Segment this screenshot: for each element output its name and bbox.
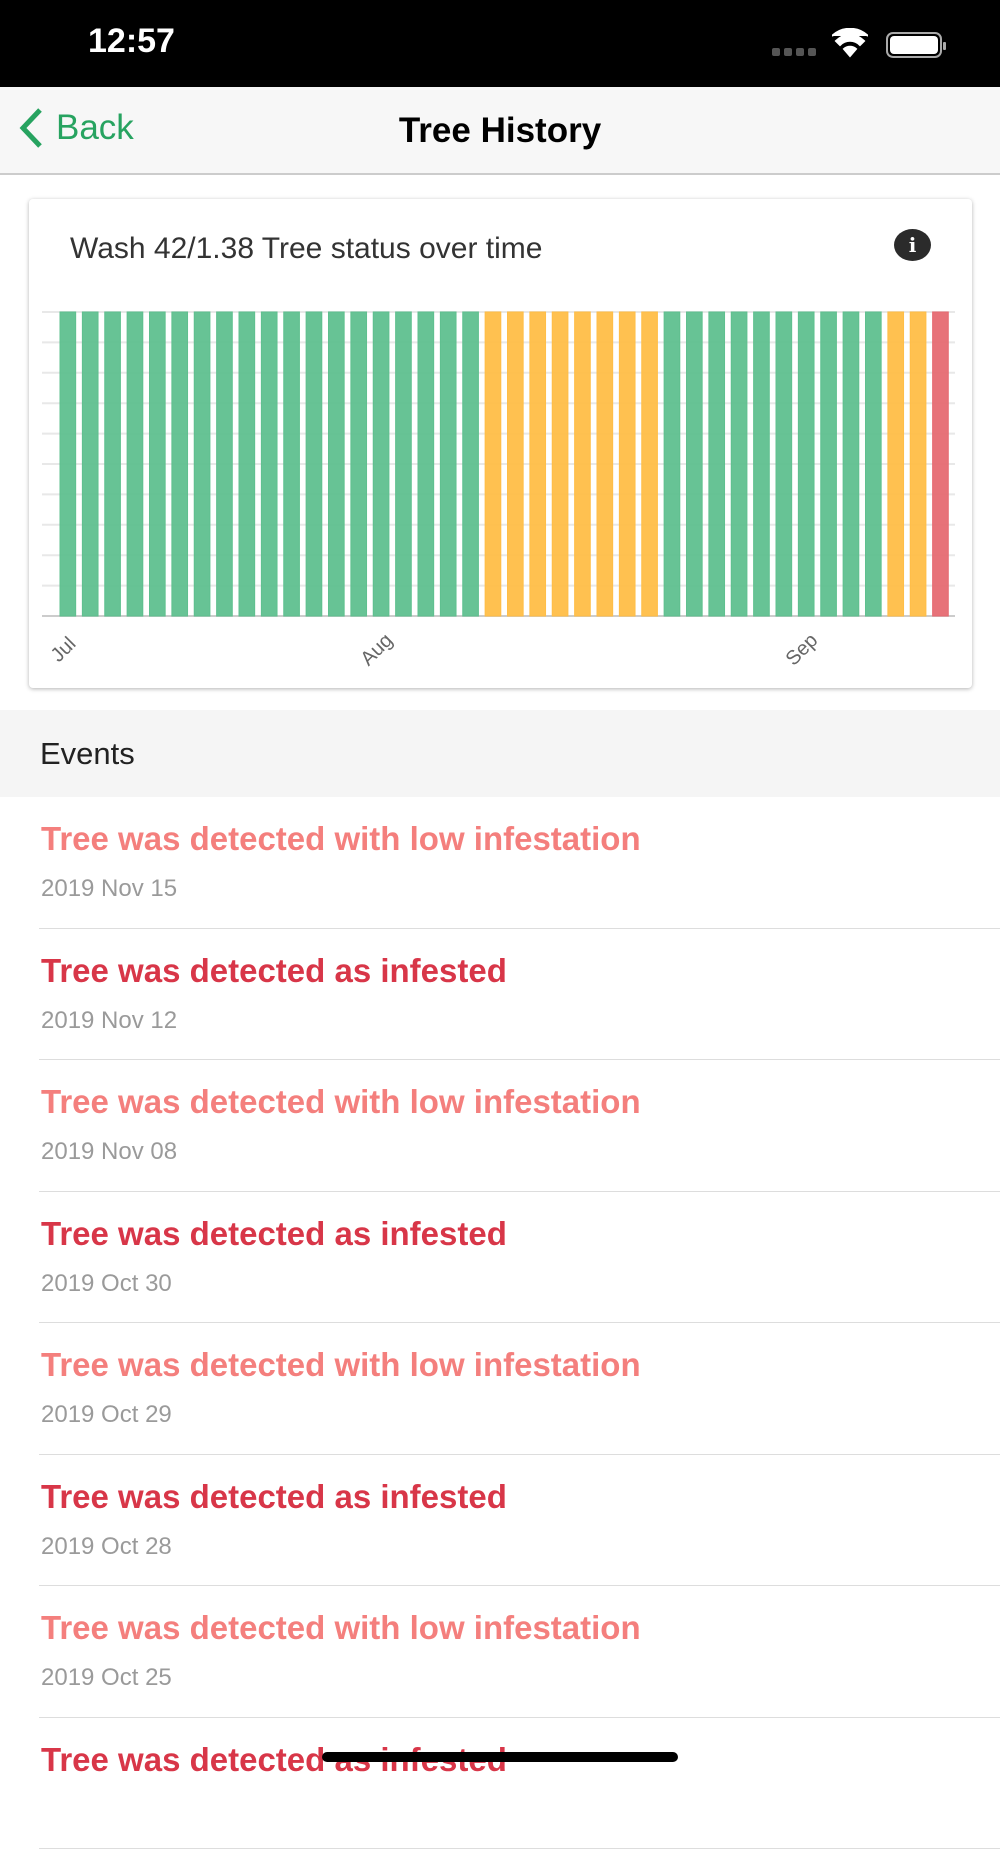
battery-icon (886, 32, 942, 58)
event-title: Tree was detected with low infestation (41, 1083, 641, 1121)
event-item[interactable]: Tree was detected with low infestation 20… (39, 1060, 1000, 1192)
event-date: 2019 Oct 30 (41, 1270, 172, 1298)
event-item[interactable]: Tree was detected with low infestation 20… (39, 1586, 1000, 1718)
status-bar-healthy[interactable] (284, 312, 300, 616)
status-bar-healthy[interactable] (709, 312, 725, 616)
status-bar-healthy[interactable] (687, 312, 703, 616)
event-date: 2019 Nov 15 (41, 875, 177, 903)
status-bar: 12:57 (0, 0, 1000, 87)
status-bar-low[interactable] (552, 312, 568, 616)
status-bar-healthy[interactable] (821, 312, 837, 616)
event-item[interactable]: Tree was detected as infested 2019 Nov 12 (39, 929, 1000, 1061)
status-bar-healthy[interactable] (373, 312, 389, 616)
wifi-icon (832, 28, 868, 58)
status-bar-healthy[interactable] (776, 312, 792, 616)
page-title: Tree History (0, 111, 1000, 151)
status-bar-low[interactable] (642, 312, 658, 616)
status-bar-healthy[interactable] (463, 312, 479, 616)
status-bar-low[interactable] (530, 312, 546, 616)
status-chart-card: Wash 42/1.38 Tree status over time i Jul… (29, 199, 972, 688)
x-tick-label: Aug (356, 629, 397, 670)
status-bar-healthy[interactable] (306, 312, 322, 616)
event-date: 2019 Nov 08 (41, 1138, 177, 1166)
status-bar-healthy[interactable] (798, 312, 814, 616)
status-bar-healthy[interactable] (172, 312, 188, 616)
status-chart: Jul Aug Sep (29, 199, 972, 688)
status-bar-low[interactable] (597, 312, 613, 616)
status-bar-healthy[interactable] (329, 312, 345, 616)
status-bar-healthy[interactable] (60, 312, 76, 616)
status-bar-low[interactable] (910, 312, 926, 616)
status-bar-healthy[interactable] (440, 312, 456, 616)
status-bar-low[interactable] (619, 312, 635, 616)
status-bar-healthy[interactable] (105, 312, 121, 616)
status-bar-healthy[interactable] (731, 312, 747, 616)
status-bar-healthy[interactable] (127, 312, 143, 616)
status-bar-healthy[interactable] (82, 312, 98, 616)
event-date: 2019 Oct 28 (41, 1533, 172, 1561)
status-bar-infested[interactable] (933, 312, 949, 616)
x-tick-label: Sep (782, 629, 823, 670)
nav-bar: Back Tree History (0, 87, 1000, 175)
cellular-signal-icon (772, 48, 816, 56)
status-bar-low[interactable] (485, 312, 501, 616)
event-date: 2019 Nov 12 (41, 1007, 177, 1035)
events-title: Events (40, 736, 135, 772)
status-bar-healthy[interactable] (754, 312, 770, 616)
event-item[interactable]: Tree was detected with low infestation 20… (39, 797, 1000, 929)
status-bar-healthy[interactable] (239, 312, 255, 616)
status-bar-healthy[interactable] (396, 312, 412, 616)
status-bar-low[interactable] (575, 312, 591, 616)
event-title: Tree was detected with low infestation (41, 1609, 641, 1647)
status-bar-healthy[interactable] (261, 312, 277, 616)
event-date: 2019 Oct 25 (41, 1664, 172, 1692)
event-item[interactable]: Tree was detected as infested 2019 Oct 30 (39, 1192, 1000, 1324)
event-title: Tree was detected with low infestation (41, 1346, 641, 1384)
events-list: Tree was detected with low infestation 20… (0, 797, 1000, 1849)
status-bar-healthy[interactable] (418, 312, 434, 616)
home-indicator (322, 1752, 678, 1762)
status-bar-low[interactable] (508, 312, 524, 616)
status-time: 12:57 (88, 22, 175, 61)
event-title: Tree was detected as infested (41, 1478, 507, 1516)
x-tick-label: Jul (47, 633, 81, 667)
status-bar-healthy[interactable] (664, 312, 680, 616)
status-bar-healthy[interactable] (217, 312, 233, 616)
events-header: Events (0, 710, 1000, 797)
event-item[interactable]: Tree was detected as infested 2019 Oct 28 (39, 1455, 1000, 1587)
status-bar-healthy[interactable] (866, 312, 882, 616)
event-title: Tree was detected with low infestation (41, 820, 641, 858)
event-item[interactable]: Tree was detected with low infestation 20… (39, 1323, 1000, 1455)
status-bar-low[interactable] (888, 312, 904, 616)
status-bar-healthy[interactable] (194, 312, 210, 616)
status-bar-healthy[interactable] (351, 312, 367, 616)
event-date: 2019 Oct 29 (41, 1401, 172, 1429)
event-title: Tree was detected as infested (41, 1215, 507, 1253)
event-title: Tree was detected as infested (41, 952, 507, 990)
status-bar-healthy[interactable] (843, 312, 859, 616)
status-bar-healthy[interactable] (150, 312, 166, 616)
event-item[interactable]: Tree was detected as infested (39, 1718, 1000, 1849)
